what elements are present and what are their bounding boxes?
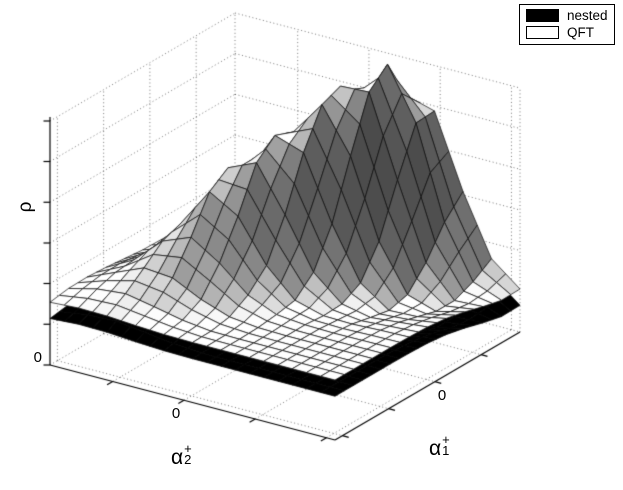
legend-label-qft: QFT — [567, 25, 594, 40]
z-axis-zero-tick-label: 0 — [33, 349, 42, 366]
legend-swatch-nested-icon — [526, 9, 559, 22]
y-axis-zero-tick-label: 0 — [171, 405, 181, 422]
y-axis-sup: + — [184, 441, 192, 456]
legend: nested QFT — [519, 4, 615, 45]
legend-item-nested: nested — [526, 8, 608, 23]
legend-label-nested: nested — [567, 8, 608, 23]
legend-item-qft: QFT — [526, 25, 608, 40]
z-axis-label: ρ — [15, 201, 36, 213]
x-axis-sup: + — [442, 432, 450, 447]
y-axis-label: α +2 — [171, 442, 192, 469]
legend-swatch-qft-icon — [526, 26, 559, 39]
x-axis-label: α +1 — [429, 433, 450, 460]
x-axis-symbol: α — [429, 437, 442, 460]
x-axis-sub: 1 — [442, 443, 450, 458]
y-axis-sub: 2 — [184, 452, 192, 467]
x-axis-zero-tick-label: 0 — [437, 387, 447, 404]
y-axis-symbol: α — [171, 446, 184, 469]
